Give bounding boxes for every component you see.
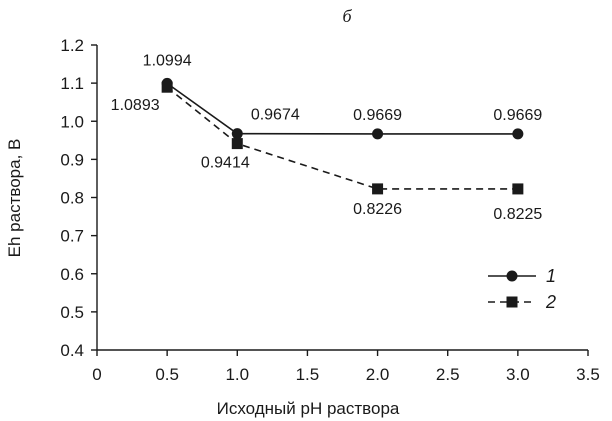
x-tick-label: 3.5 bbox=[576, 365, 600, 384]
chart-title: б bbox=[342, 6, 352, 26]
x-tick-label: 1.5 bbox=[296, 365, 320, 384]
series-layer: 1.0994 0.9674 0.9669 0.9669 1.0893 0.9414 0.82… bbox=[111, 52, 543, 223]
y-tick-label: 1.1 bbox=[60, 74, 84, 93]
series-1-data-label: 0.9669 bbox=[493, 107, 542, 124]
y-tick-label: 0.9 bbox=[60, 150, 84, 169]
x-axis-title: Исходный pH раствора bbox=[217, 399, 400, 418]
legend-2-marker bbox=[506, 296, 518, 308]
series-1-point bbox=[372, 128, 384, 140]
x-tick-label: 3.0 bbox=[506, 365, 530, 384]
y-axis-title: Eh раствора, В bbox=[5, 139, 24, 258]
y-tick-label: 0.4 bbox=[60, 341, 84, 360]
y-tick-label: 0.5 bbox=[60, 303, 84, 322]
series-2-point bbox=[161, 81, 173, 93]
x-tick-label: 0.5 bbox=[155, 365, 179, 384]
legend-1-label: 1 bbox=[546, 266, 556, 286]
series-2-point bbox=[512, 183, 524, 195]
x-tick-label: 2.0 bbox=[366, 365, 390, 384]
series-2-line bbox=[166, 86, 518, 190]
legend-2-label: 2 bbox=[545, 292, 556, 312]
series-2-point bbox=[372, 183, 384, 195]
y-tick-label: 0.7 bbox=[60, 227, 84, 246]
y-tick-label: 0.6 bbox=[60, 265, 84, 284]
series-2-data-label: 0.8225 bbox=[493, 206, 542, 223]
legend: 12 bbox=[488, 266, 556, 312]
x-tick-label: 1.0 bbox=[225, 365, 249, 384]
x-tick-label: 2.5 bbox=[436, 365, 460, 384]
series-1-data-label: 0.9674 bbox=[251, 107, 300, 124]
y-tick-label: 1.0 bbox=[60, 112, 84, 131]
series-2-data-label: 1.0893 bbox=[111, 97, 160, 114]
series-1-point bbox=[231, 128, 243, 140]
series-1-data-label: 0.9669 bbox=[353, 107, 402, 124]
series-2-data-label: 0.9414 bbox=[201, 155, 250, 172]
series-1-line bbox=[166, 82, 518, 135]
series-1-data-label: 1.0994 bbox=[143, 52, 192, 69]
axes: 0.4 0.5 0.6 0.7 0.8 0.9 1.0 1.1 1.2 0 0.5 1.0 1.5 2.0… bbox=[60, 36, 599, 384]
x-tick-label: 0 bbox=[92, 365, 101, 384]
series-2-point bbox=[231, 138, 243, 150]
y-tick-label: 0.8 bbox=[60, 189, 84, 208]
legend-1-marker bbox=[506, 270, 518, 282]
y-tick-label: 1.2 bbox=[60, 36, 84, 55]
series-2-data-label: 0.8226 bbox=[353, 201, 402, 218]
series-1-point bbox=[512, 128, 524, 140]
